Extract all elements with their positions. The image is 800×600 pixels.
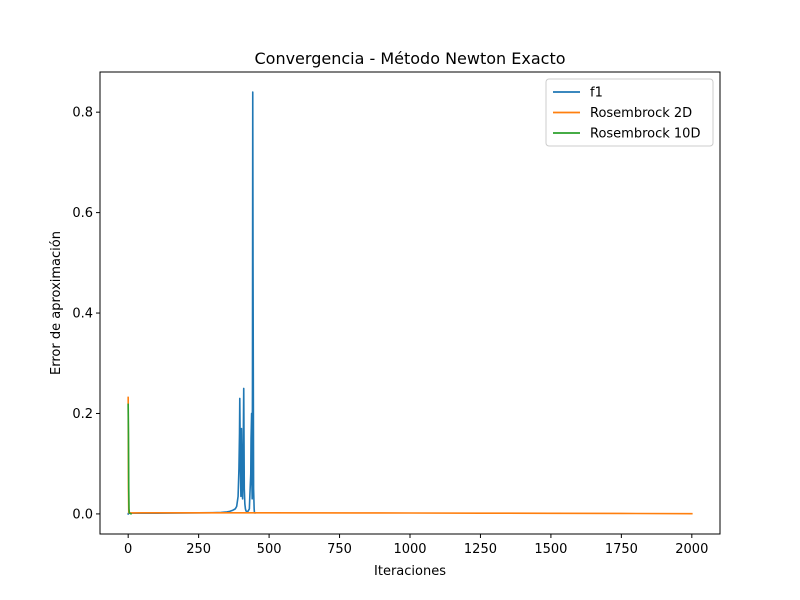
x-tick-label: 750 xyxy=(327,542,352,557)
chart-title: Convergencia - Método Newton Exacto xyxy=(254,49,565,68)
legend-box xyxy=(545,78,714,147)
y-tick-label: 0.4 xyxy=(72,307,93,322)
legend: f1 Rosembrock 2D Rosembrock 10D xyxy=(545,78,714,147)
legend-label: f1 xyxy=(590,86,603,101)
series-line-3 xyxy=(127,403,132,515)
y-tick-label: 0.8 xyxy=(72,106,93,121)
y-axis-label: Error de aproximación xyxy=(49,231,64,375)
legend-label: Rosembrock 2D xyxy=(590,106,692,121)
series-layer xyxy=(127,91,693,515)
x-tick-label: 2000 xyxy=(675,542,708,557)
legend-label: Rosembrock 10D xyxy=(590,127,700,142)
x-tick-label: 250 xyxy=(186,542,211,557)
x-tick-label: 1500 xyxy=(534,542,567,557)
plot-area xyxy=(99,71,721,535)
x-tick-label: 1750 xyxy=(605,542,638,557)
y-tick-label: 0.6 xyxy=(72,206,93,221)
y-tick-label: 0.2 xyxy=(72,407,93,422)
y-axis-ticks: 0.0 0.2 0.4 0.6 0.8 xyxy=(72,106,100,522)
x-tick-label: 500 xyxy=(257,542,282,557)
x-tick-label: 1250 xyxy=(464,542,497,557)
legend-items: f1 Rosembrock 2D Rosembrock 10D xyxy=(553,86,700,142)
x-axis-label: Iteraciones xyxy=(374,564,446,579)
x-tick-label: 0 xyxy=(124,542,132,557)
x-axis-ticks: 0 250 500 750 1000 1250 1500 1750 2000 xyxy=(124,534,708,557)
y-tick-label: 0.0 xyxy=(72,507,93,522)
x-tick-label: 1000 xyxy=(393,542,426,557)
